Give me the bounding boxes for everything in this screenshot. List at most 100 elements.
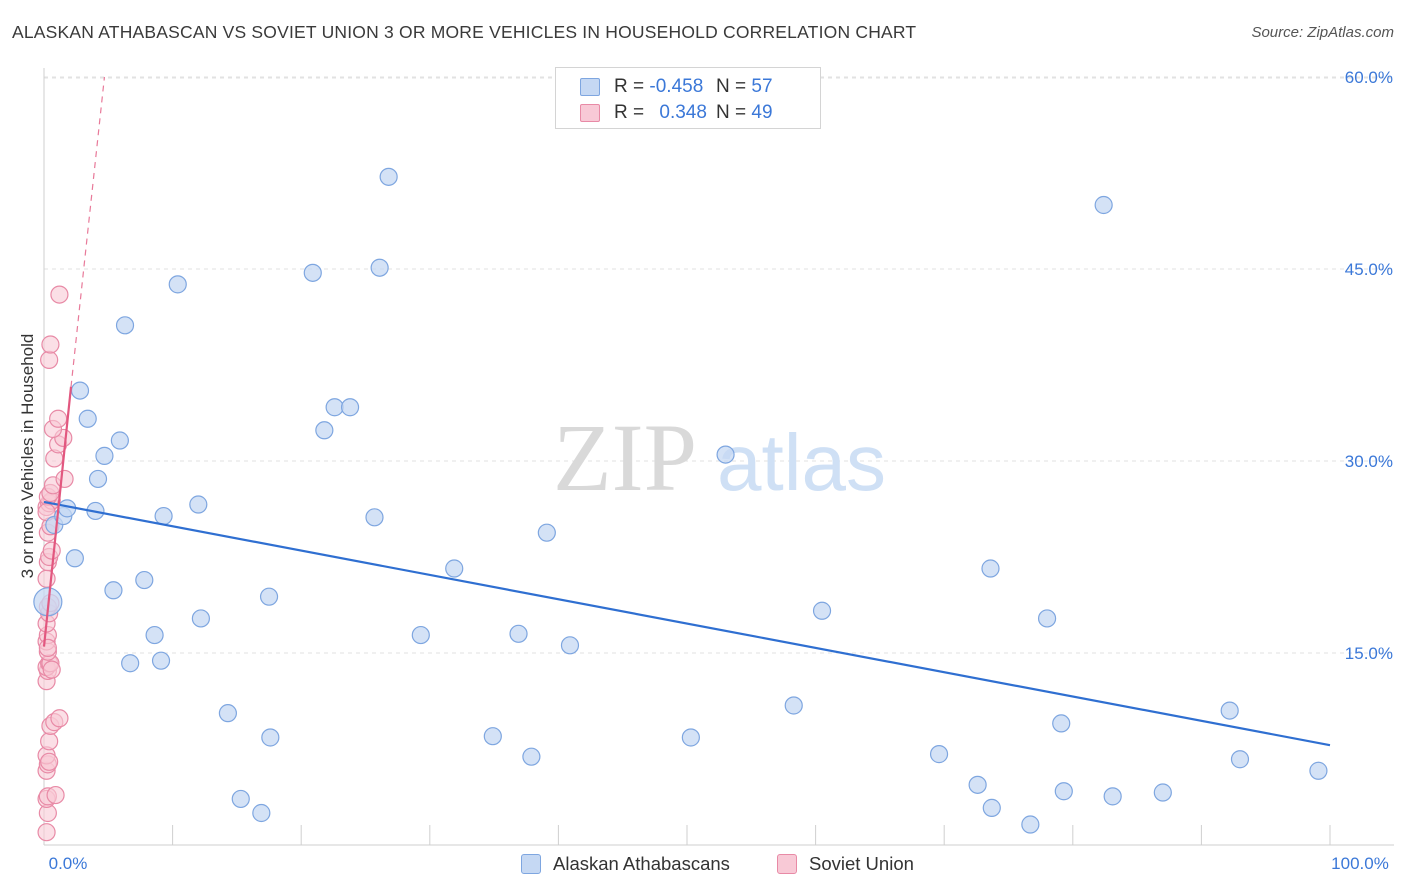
data-point-alaskan-athabascan	[1230, 750, 1250, 769]
legend-n-value: 49	[751, 102, 773, 123]
data-point-soviet-union	[50, 285, 69, 304]
data-point-alaskan-athabascan	[252, 803, 271, 823]
legend-swatch-blue	[580, 78, 600, 96]
data-point-alaskan-athabascan	[78, 409, 97, 428]
data-point-alaskan-athabascan	[981, 559, 1000, 578]
data-point-alaskan-athabascan	[681, 728, 700, 747]
y-tick-label: 15.0%	[1345, 644, 1393, 663]
data-point-alaskan-athabascan	[104, 581, 123, 600]
data-point-alaskan-athabascan	[522, 747, 541, 766]
data-point-alaskan-athabascan	[483, 727, 502, 746]
data-point-alaskan-athabascan	[189, 495, 208, 514]
legend-label: Alaskan Athabascans	[553, 853, 730, 874]
data-point-alaskan-athabascan	[168, 275, 187, 294]
data-point-alaskan-athabascan	[115, 316, 135, 335]
data-point-alaskan-athabascan	[135, 570, 154, 590]
source-credit: Source: ZipAtlas.com	[1251, 24, 1394, 41]
y-tick-labels: 15.0% 30.0% 45.0% 60.0%	[1345, 68, 1393, 663]
data-point-alaskan-athabascan	[303, 263, 322, 282]
data-point-alaskan-athabascan	[929, 745, 949, 764]
y-tick-label: 30.0%	[1345, 452, 1393, 471]
axes	[43, 68, 1394, 846]
data-point-alaskan-athabascan	[1037, 609, 1057, 628]
data-point-alaskan-athabascan	[411, 625, 430, 645]
data-point-soviet-union	[40, 350, 59, 369]
data-point-soviet-union	[42, 660, 61, 679]
data-point-alaskan-athabascan	[65, 549, 84, 568]
legend-label: Soviet Union	[809, 853, 914, 874]
data-point-soviet-union	[42, 541, 61, 560]
data-point-alaskan-athabascan	[121, 654, 140, 673]
legend-item-soviet-union[interactable]: Soviet Union	[777, 850, 914, 878]
data-point-soviet-union	[55, 469, 74, 489]
trend-line-soviet-union-extrapolated	[70, 76, 106, 387]
legend-r-label: R =	[614, 102, 645, 123]
data-point-alaskan-athabascan	[370, 258, 389, 277]
data-point-alaskan-athabascan	[1220, 701, 1239, 720]
data-point-alaskan-athabascan	[145, 625, 164, 645]
data-point-alaskan-athabascan	[340, 398, 360, 417]
data-point-alaskan-athabascan	[218, 704, 237, 723]
data-point-alaskan-athabascan	[151, 651, 171, 670]
x-tick-label-max: 100.0%	[1331, 854, 1389, 873]
data-point-alaskan-athabascan	[95, 446, 114, 465]
data-point-soviet-union	[40, 752, 59, 771]
data-point-alaskan-athabascan	[315, 421, 334, 440]
data-point-alaskan-athabascan	[154, 506, 173, 526]
data-point-alaskan-athabascan	[560, 636, 580, 655]
data-point-alaskan-athabascan	[231, 789, 250, 809]
x-tick-label-min: 0.0%	[49, 854, 88, 873]
data-point-alaskan-athabascan	[88, 469, 108, 489]
data-point-soviet-union	[49, 409, 68, 428]
chart-title: ALASKAN ATHABASCAN VS SOVIET UNION 3 OR …	[12, 22, 917, 42]
watermark-zip: ZIP	[553, 404, 697, 511]
data-point-alaskan-athabascan	[379, 167, 398, 186]
legend-item-alaskan-athabascans[interactable]: Alaskan Athabascans	[521, 850, 730, 878]
trend-lines	[42, 76, 1331, 747]
legend-r-value: 0.348	[659, 102, 707, 123]
data-point-alaskan-athabascan	[110, 431, 129, 450]
data-point-alaskan-athabascan	[1103, 787, 1122, 806]
series-legend: Alaskan Athabascans Soviet Union	[0, 850, 1406, 878]
data-point-alaskan-athabascan	[1021, 815, 1040, 834]
trend-line-soviet-union	[42, 386, 73, 647]
data-point-alaskan-athabascan	[261, 728, 280, 747]
data-point-alaskan-athabascan	[812, 601, 832, 620]
data-point-alaskan-athabascan	[716, 445, 735, 464]
data-point-alaskan-athabascan	[982, 798, 1001, 817]
legend-swatch-blue	[521, 854, 541, 874]
legend-r-value: -0.458	[649, 76, 704, 97]
data-point-alaskan-athabascan	[1052, 714, 1071, 733]
gridlines	[44, 76, 1394, 654]
legend-swatch-pink	[777, 854, 797, 874]
data-point-alaskan-athabascan	[1153, 783, 1172, 802]
stats-legend-row-pink: R = 0.348 N = 49	[580, 100, 773, 126]
stats-legend: R = -0.458 N = 57 R = 0.348 N = 49	[555, 67, 821, 129]
data-point-alaskan-athabascan	[968, 775, 987, 794]
trend-line-alaskan-athabascans	[43, 500, 1331, 747]
watermark-atlas: atlas	[717, 418, 886, 507]
data-point-alaskan-athabascan	[259, 587, 279, 606]
data-point-soviet-union	[40, 732, 59, 751]
y-axis-label: 3 or more Vehicles in Household	[18, 334, 37, 579]
data-point-alaskan-athabascan	[325, 398, 344, 417]
legend-n-label: N =	[716, 102, 747, 123]
y-tick-label: 60.0%	[1345, 68, 1393, 87]
data-point-alaskan-athabascan	[445, 559, 464, 578]
data-point-alaskan-athabascan	[784, 696, 803, 715]
data-point-soviet-union	[50, 709, 69, 728]
alaskan-athabascan-points	[33, 167, 1328, 834]
data-point-alaskan-athabascan	[1094, 195, 1113, 215]
legend-r-label: R =	[614, 76, 645, 97]
data-point-soviet-union	[41, 335, 60, 354]
data-point-alaskan-athabascan	[537, 523, 556, 542]
legend-swatch-pink	[580, 104, 600, 122]
data-point-soviet-union	[38, 638, 57, 657]
data-point-alaskan-athabascan	[191, 609, 210, 628]
stats-legend-row-blue: R = -0.458 N = 57	[580, 74, 773, 100]
data-point-soviet-union	[37, 823, 56, 842]
y-tick-label: 45.0%	[1345, 260, 1393, 279]
data-point-alaskan-athabascan	[70, 381, 90, 400]
data-point-soviet-union	[46, 785, 65, 805]
